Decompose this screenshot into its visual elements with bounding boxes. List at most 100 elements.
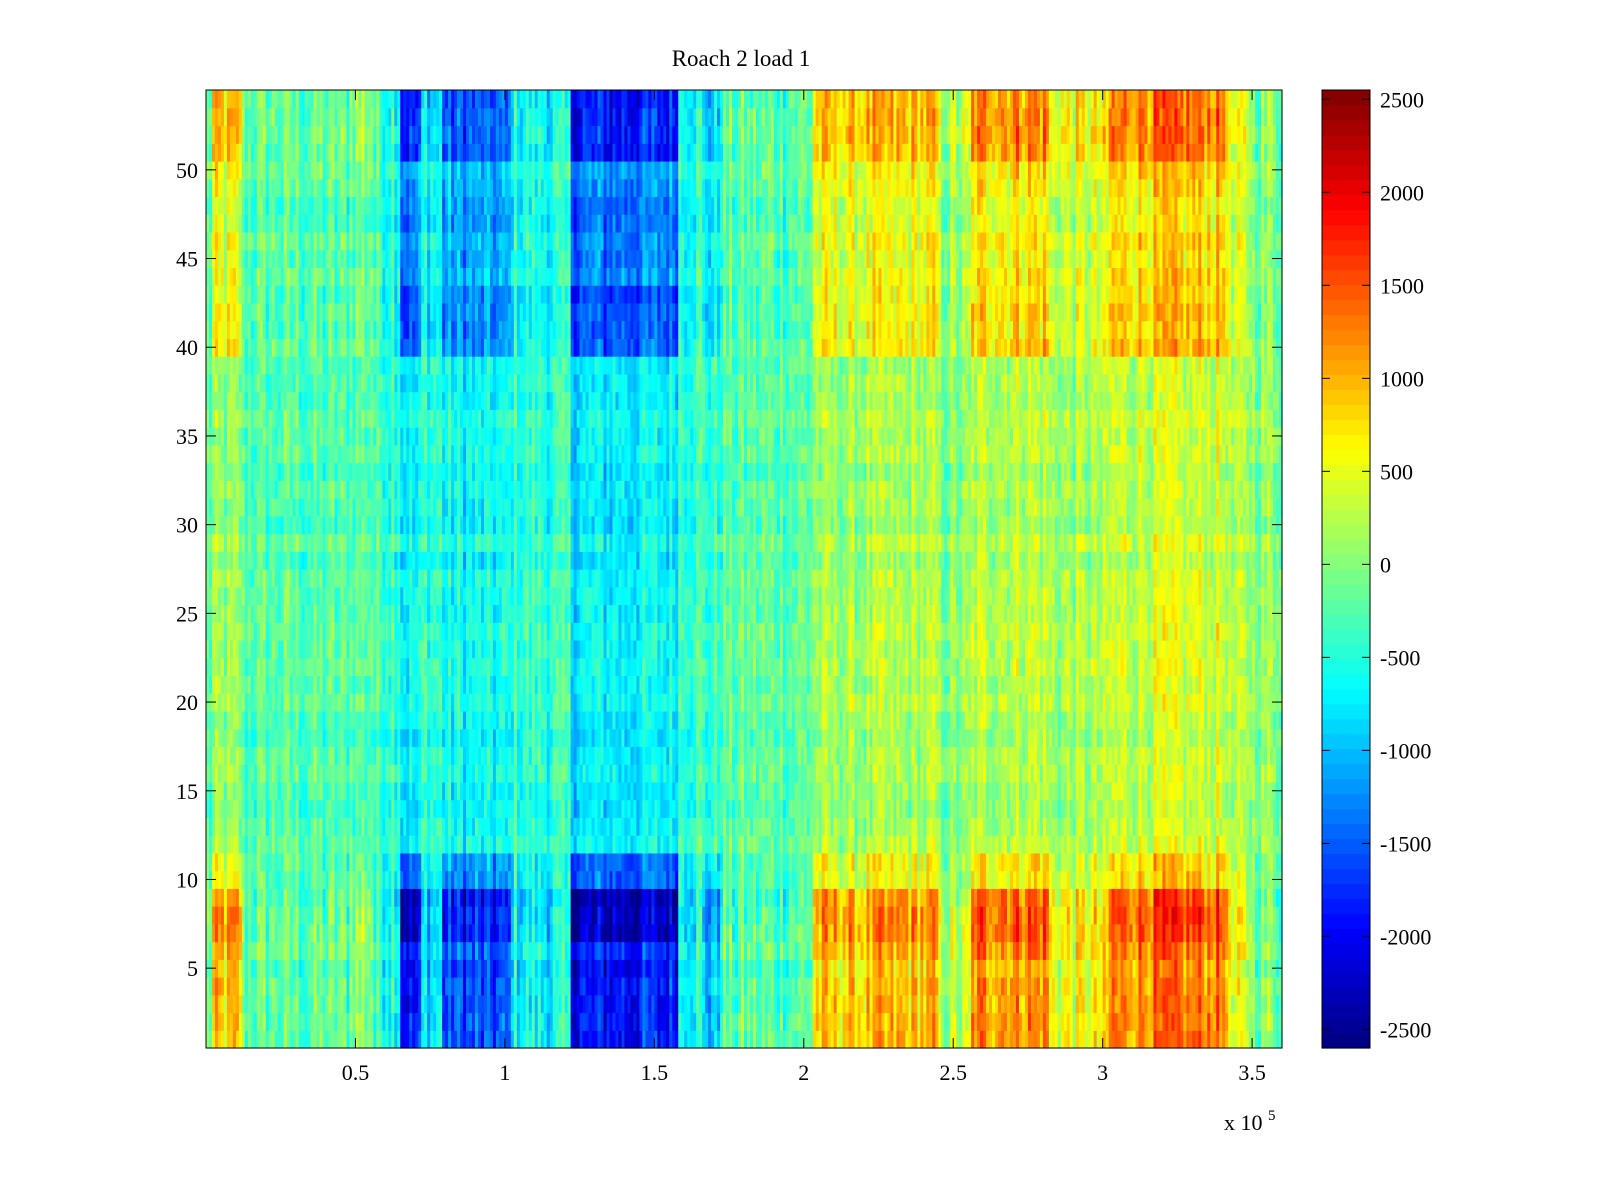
heatmap-cell	[477, 977, 482, 996]
heatmap-cell	[262, 1030, 267, 1049]
heatmap-cell	[738, 941, 742, 960]
heatmap-cell	[1096, 959, 1101, 978]
heatmap-cell	[1153, 923, 1158, 943]
heatmap-cell	[854, 1030, 859, 1049]
heatmap-cell	[956, 977, 960, 996]
heatmap-cell	[965, 959, 969, 978]
heatmap-cell	[971, 1030, 975, 1049]
heatmap-cell	[1001, 1012, 1005, 1031]
heatmap-cell	[869, 1030, 874, 1049]
heatmap-cell	[732, 959, 736, 978]
heatmap-cell	[869, 994, 874, 1014]
heatmap-cell	[340, 1012, 345, 1031]
heatmap-cell	[1015, 994, 1020, 1014]
heatmap-cell	[256, 977, 261, 996]
heatmap-cell	[723, 959, 727, 978]
heatmap-cell	[283, 1012, 288, 1031]
heatmap-cell	[827, 959, 832, 978]
heatmap-cell	[600, 959, 605, 978]
heatmap-cell	[1177, 941, 1181, 960]
heatmap-cell	[648, 1012, 652, 1031]
heatmap-cell	[627, 994, 632, 1014]
heatmap-cell	[1180, 941, 1184, 960]
heatmap-cells	[206, 90, 1283, 1049]
heatmap-cell	[603, 959, 608, 978]
heatmap-cell	[923, 1030, 927, 1049]
heatmap-cell	[504, 1030, 509, 1049]
heatmap-cell	[887, 959, 892, 978]
heatmap-cell	[872, 977, 877, 996]
heatmap-cell	[235, 1030, 240, 1049]
heatmap-cell	[657, 923, 661, 943]
heatmap-cell	[911, 1030, 915, 1049]
heatmap-cell	[463, 1030, 467, 1049]
heatmap-cell	[612, 1012, 617, 1031]
heatmap-cell	[1057, 1012, 1062, 1031]
heatmap-cell	[1039, 923, 1044, 943]
heatmap-cell	[738, 994, 742, 1014]
heatmap-cell	[1117, 1030, 1122, 1049]
heatmap-cell	[355, 923, 360, 943]
heatmap-cell	[472, 1030, 476, 1049]
heatmap-cell	[400, 1030, 404, 1049]
heatmap-cell	[941, 994, 945, 1014]
heatmap-cell	[630, 923, 635, 943]
heatmap-cell	[475, 923, 479, 943]
heatmap-cell	[923, 1012, 927, 1031]
heatmap-cell	[1099, 923, 1104, 943]
heatmap-cell	[588, 977, 593, 996]
heatmap-cell	[791, 941, 796, 960]
heatmap-cell	[558, 923, 563, 943]
heatmap-cell	[1261, 977, 1265, 996]
heatmap-cell	[684, 1030, 688, 1049]
heatmap-cell	[836, 1012, 841, 1031]
heatmap-cell	[400, 941, 404, 960]
heatmap-cell	[427, 941, 431, 960]
heatmap-cell	[932, 1030, 936, 1049]
heatmap-cell	[785, 923, 790, 943]
heatmap-cell	[902, 959, 906, 978]
heatmap-cell	[537, 1030, 542, 1049]
heatmap-cell	[872, 941, 877, 960]
heatmap-cell	[594, 923, 599, 943]
heatmap-cell	[726, 1030, 730, 1049]
heatmap-cell	[238, 994, 243, 1014]
heatmap-cell	[358, 959, 363, 978]
heatmap-cell	[1099, 994, 1104, 1014]
heatmap-cell	[770, 923, 775, 943]
heatmap-cell	[483, 994, 488, 1014]
heatmap-cell	[1156, 994, 1161, 1014]
heatmap-cell	[382, 994, 386, 1014]
heatmap-cell	[980, 923, 984, 943]
heatmap-cell	[773, 941, 778, 960]
heatmap-cell	[262, 1012, 267, 1031]
heatmap-cell	[361, 923, 366, 943]
heatmap-cell	[1255, 994, 1259, 1014]
heatmap-cell	[1225, 959, 1229, 978]
heatmap-cell	[1228, 1030, 1232, 1049]
heatmap-cell	[761, 994, 766, 1014]
heatmap-cell	[400, 959, 404, 978]
heatmap-cell	[696, 994, 700, 1014]
heatmap-cell	[424, 923, 428, 943]
heatmap-cell	[782, 994, 787, 1014]
heatmap-cell	[770, 1030, 775, 1049]
heatmap-cell	[621, 994, 626, 1014]
heatmap-cell	[755, 977, 760, 996]
heatmap-cell	[304, 923, 309, 943]
heatmap-cell	[454, 977, 458, 996]
heatmap-cell	[932, 994, 936, 1014]
heatmap-cell	[773, 923, 778, 943]
heatmap-cell	[274, 1012, 279, 1031]
heatmap-cell	[253, 1012, 258, 1031]
heatmap-cell	[770, 941, 775, 960]
heatmap-cell	[980, 994, 984, 1014]
heatmap-cell	[343, 1012, 348, 1031]
heatmap-cell	[860, 923, 865, 943]
heatmap-cell	[433, 1012, 437, 1031]
heatmap-cell	[436, 923, 440, 943]
heatmap-cell	[570, 1012, 575, 1031]
heatmap-cell	[507, 923, 512, 943]
heatmap-cell	[549, 959, 554, 978]
heatmap-cell	[436, 1030, 440, 1049]
